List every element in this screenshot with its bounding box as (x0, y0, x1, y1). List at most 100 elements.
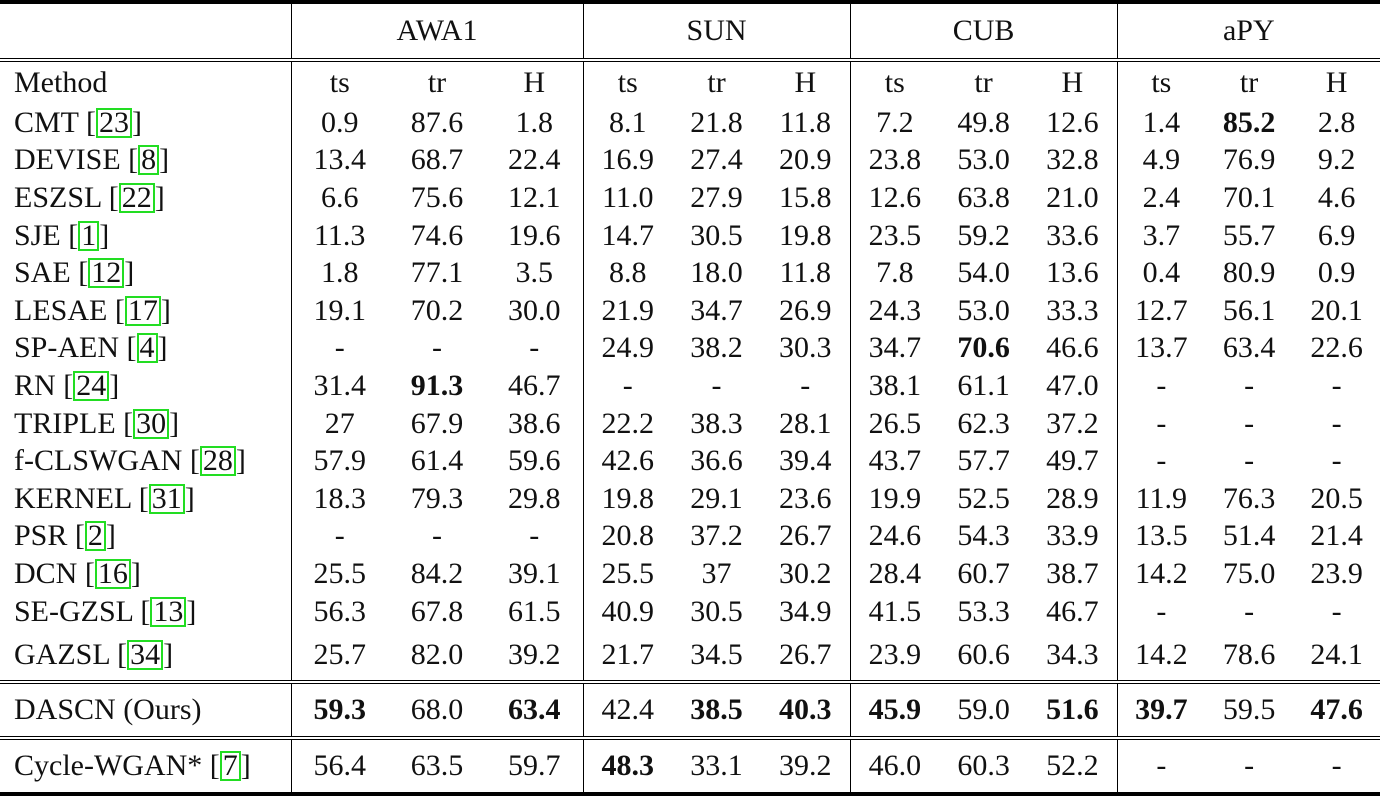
citation-link[interactable]: 4 (136, 333, 158, 364)
method-name: SE-GZSL [13] (14, 594, 197, 628)
value-cell: 60.3 (939, 736, 1029, 796)
value-cell: - (432, 519, 442, 553)
method-name: LESAE [17] (14, 293, 171, 327)
citation-link[interactable]: 17 (124, 295, 161, 326)
method-name: CMT [23] (14, 105, 142, 139)
value-cell: 70.1 (1222, 180, 1276, 214)
value-cell: 7.8 (849, 254, 940, 292)
value-cell: 53.3 (957, 594, 1010, 628)
value-cell: 34.5 (690, 638, 743, 672)
value-cell: 20.5 (1310, 481, 1363, 515)
citation-link[interactable]: 13 (150, 596, 187, 627)
value-cell: - (1331, 406, 1342, 440)
method-name: SJE [1] (14, 218, 110, 252)
column-header-sun-h: H (794, 66, 817, 99)
group-header-cub: CUB (849, 0, 1118, 62)
value-cell: 37.2 (690, 519, 743, 553)
value-cell: 14.2 (1116, 555, 1206, 593)
value-cell: 63.4 (486, 680, 584, 739)
table-row: SP-AEN [4] - - - 24.9 38.2 30.3 34.7 70.6 46.6 13.… (0, 329, 1380, 368)
citation-link[interactable]: 31 (148, 483, 185, 514)
value-cell: 0.4 (1116, 254, 1206, 292)
value-cell: 61.1 (957, 368, 1010, 402)
value-cell: 13.5 (1116, 517, 1206, 556)
citation-link[interactable]: 23 (95, 107, 132, 138)
value-cell: - (529, 519, 540, 553)
citation-link[interactable]: 30 (133, 408, 170, 439)
value-cell: 11.8 (779, 256, 831, 290)
citation-link[interactable]: 16 (94, 558, 131, 589)
citation-link[interactable]: 2 (84, 521, 106, 552)
value-cell: 43.7 (849, 442, 940, 480)
value-cell: 33.1 (672, 736, 762, 796)
value-cell: - (1116, 404, 1206, 443)
citation-link[interactable]: 22 (118, 182, 155, 213)
value-cell: 28.9 (1046, 481, 1099, 515)
value-cell: 38.2 (690, 331, 743, 365)
value-cell: 52.2 (1028, 736, 1118, 796)
value-cell: 78.6 (1222, 638, 1276, 672)
value-cell: 70.6 (957, 331, 1010, 365)
value-cell: 11.3 (290, 216, 388, 255)
table-row: RN [24] 31.4 91.3 46.7- - -38.1 61.1 47.0- - - (0, 367, 1380, 405)
value-cell: 33.9 (1046, 519, 1099, 553)
value-cell: 25.5 (290, 555, 388, 593)
column-header-awa1-h: H (523, 66, 546, 99)
citation-link[interactable]: 8 (138, 145, 160, 176)
value-cell: 47.6 (1293, 680, 1380, 739)
value-cell: - (1293, 736, 1380, 796)
value-cell: 23.8 (849, 141, 940, 180)
method-name: RN [24] (14, 368, 120, 402)
value-cell: 59.5 (1205, 680, 1294, 739)
value-cell: 18.0 (690, 256, 743, 290)
value-cell: 24.1 (1310, 638, 1363, 672)
value-cell: 54.0 (957, 256, 1010, 290)
column-header-apy-h: H (1325, 66, 1348, 99)
table-row: LESAE [17] 19.1 70.2 30.0 21.9 34.7 26.9 24.3 53… (0, 291, 1380, 330)
value-cell: 23.6 (779, 481, 832, 515)
value-cell: 24.6 (849, 517, 940, 556)
value-cell: 23.5 (849, 216, 940, 255)
value-cell: 85.2 (1222, 105, 1276, 139)
value-cell: 57.9 (290, 442, 388, 480)
value-cell: 3.7 (1116, 216, 1206, 255)
value-cell: - (432, 331, 442, 365)
group-header-row: AWA1 SUN CUB aPY (0, 0, 1380, 62)
value-cell: 18.3 (290, 479, 388, 518)
value-cell: 1.4 (1116, 104, 1206, 142)
value-cell: 27 (290, 404, 388, 443)
value-cell: 55.7 (1222, 218, 1276, 252)
group-header-sun: SUN (582, 0, 851, 62)
value-cell: 25.7 (290, 630, 388, 683)
value-cell: 14.7 (582, 216, 673, 255)
value-cell: 9.2 (1317, 143, 1356, 177)
table-row: SJE [1] 11.3 74.6 19.6 14.7 30.5 19.8 23.5 59.2 3… (0, 216, 1380, 255)
citation-link[interactable]: 24 (73, 370, 110, 401)
citation-link[interactable]: 1 (78, 220, 100, 251)
value-cell: 39.2 (508, 638, 561, 672)
value-cell: 53.0 (957, 293, 1010, 327)
value-cell: 91.3 (410, 368, 464, 402)
method-name: SP-AEN [4] (14, 331, 168, 365)
value-cell: 67.8 (410, 594, 464, 628)
citation-link[interactable]: 28 (199, 446, 236, 477)
value-cell: 20.8 (582, 517, 673, 556)
value-cell: 19.8 (582, 479, 673, 518)
value-cell: 74.6 (410, 218, 464, 252)
value-cell: - (290, 329, 388, 368)
value-cell: 82.0 (410, 638, 464, 672)
method-name: TRIPLE [30] (14, 406, 180, 440)
value-cell: 41.5 (849, 592, 940, 631)
citation-link[interactable]: 34 (127, 640, 164, 671)
citation-link[interactable]: 12 (88, 258, 125, 289)
column-header-awa1-ts: ts (290, 60, 388, 104)
value-cell: 12.7 (1116, 291, 1206, 330)
value-cell: 67.9 (410, 406, 464, 440)
table-row: SAE [12] 1.8 77.1 3.5 8.8 18.0 11.8 7.8 54.0 13.6… (0, 254, 1380, 292)
value-cell: 42.4 (582, 680, 673, 739)
value-cell: - (1244, 368, 1255, 402)
value-cell: 59.3 (290, 680, 388, 739)
value-cell: 42.6 (582, 442, 673, 480)
citation-link[interactable]: 7 (219, 751, 241, 782)
value-cell: 15.8 (779, 180, 832, 214)
